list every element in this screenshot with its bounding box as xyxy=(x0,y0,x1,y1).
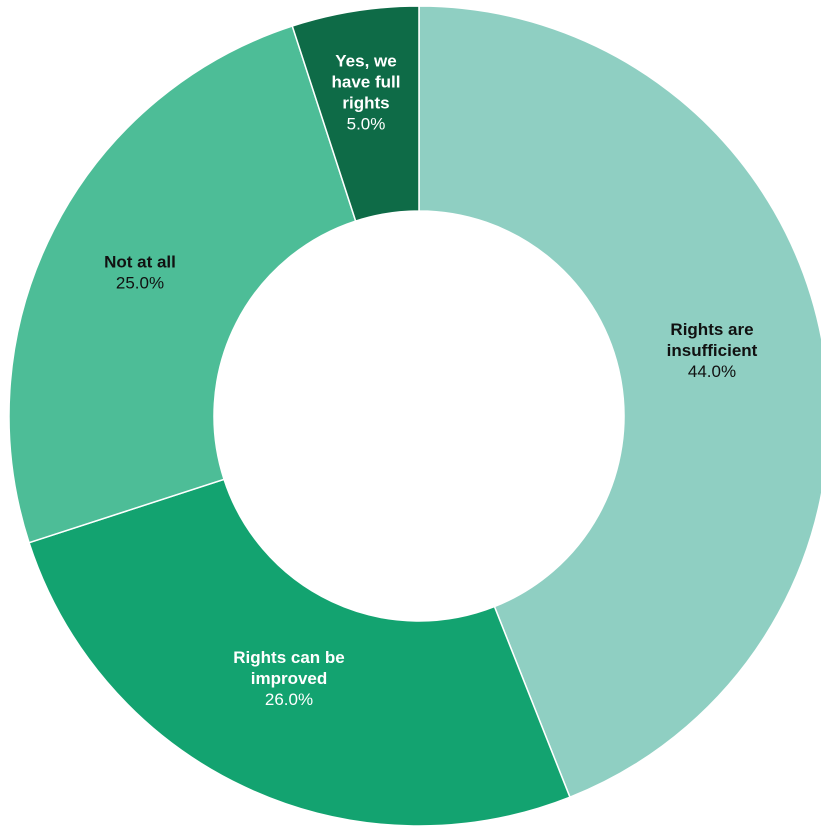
slice-label-not-at-all: Not at all 25.0% xyxy=(104,253,176,293)
slice-name-line: insufficient xyxy=(667,341,758,360)
slice-label-yes-we-have-full-rights: Yes, we have full rights 5.0% xyxy=(332,52,401,134)
slice-name-line: improved xyxy=(251,669,328,688)
slice-name-line: rights xyxy=(342,94,389,113)
slice-name-line: Not at all xyxy=(104,253,176,272)
slice-rights-can-be-improved xyxy=(28,478,571,827)
slice-labels: Rights are insufficient 44.0% Rights can be… xyxy=(104,52,758,710)
slice-not-at-all xyxy=(8,25,357,544)
donut-slices xyxy=(8,5,821,827)
slice-label-rights-can-be-improved: Rights can be improved 26.0% xyxy=(233,648,344,709)
slice-value-label: 5.0% xyxy=(347,115,386,134)
slice-value-label: 25.0% xyxy=(116,274,164,293)
slice-name-line: have full xyxy=(332,73,401,92)
slice-value-label: 26.0% xyxy=(265,690,313,709)
slice-name-line: Rights can be xyxy=(233,648,344,667)
slice-name-line: Yes, we xyxy=(335,52,396,71)
slice-yes-we-have-full-rights xyxy=(291,5,420,222)
slice-label-rights-are-insufficient: Rights are insufficient 44.0% xyxy=(667,320,758,381)
slice-value-label: 44.0% xyxy=(688,362,736,381)
slice-name-line: Rights are xyxy=(670,320,753,339)
slice-rights-are-insufficient xyxy=(418,5,821,799)
